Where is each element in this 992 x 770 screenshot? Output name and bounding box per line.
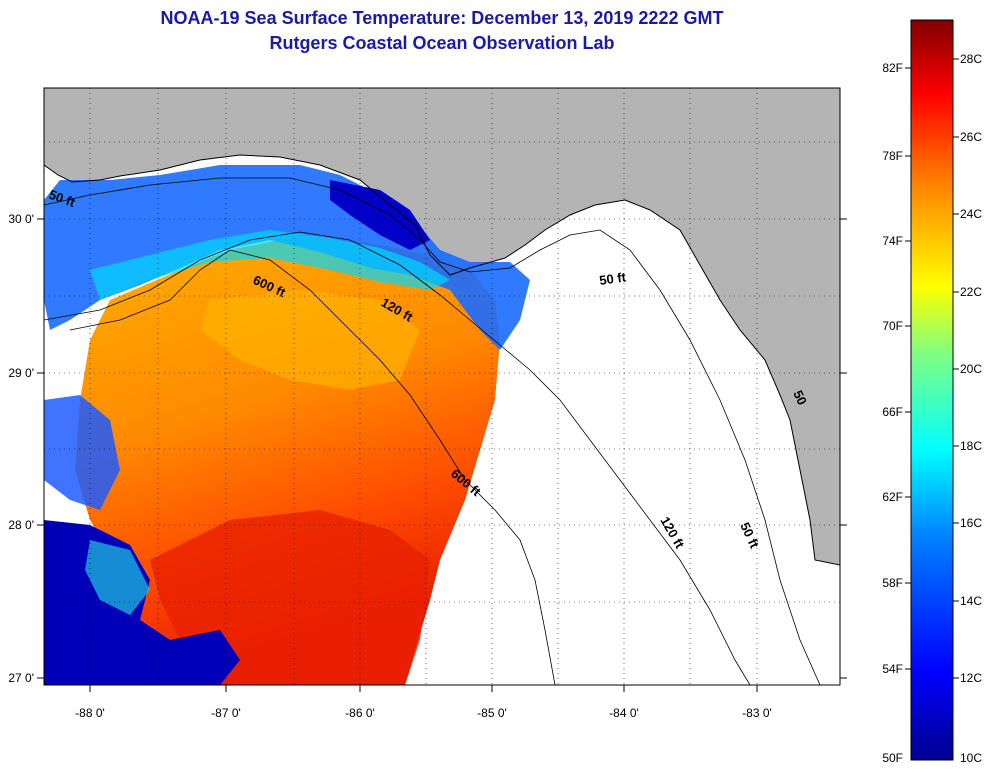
contour-120ft bbox=[44, 231, 751, 685]
colorbar-c-label: 14C bbox=[960, 594, 982, 608]
colorbar-c-label: 26C bbox=[960, 130, 982, 144]
map-border bbox=[43, 87, 841, 686]
sst-teal-patch bbox=[85, 540, 150, 615]
colorbar-f-label: 82F bbox=[882, 61, 903, 75]
sst-mid-region bbox=[200, 290, 420, 390]
coastline bbox=[44, 154, 840, 566]
lon-label: -83 0' bbox=[742, 706, 772, 720]
lon-label: -86 0' bbox=[345, 706, 375, 720]
sst-cold-coastal bbox=[44, 165, 530, 350]
lat-label: 29 0' bbox=[8, 366, 34, 380]
colorbar-c-label: 20C bbox=[960, 362, 982, 376]
colorbar-f-label: 74F bbox=[882, 234, 903, 248]
colorbar-f-label: 62F bbox=[882, 490, 903, 504]
colorbar-f-label: 54F bbox=[882, 662, 903, 676]
contour-label-50-coast: 50 bbox=[790, 388, 810, 407]
colorbar-c-label: 10C bbox=[960, 751, 982, 765]
colorbar-c-label: 12C bbox=[960, 671, 982, 685]
colorbar-c-label: 16C bbox=[960, 516, 982, 530]
lon-label: -88 0' bbox=[75, 706, 105, 720]
colorbar-c-label: 22C bbox=[960, 285, 982, 299]
land-area bbox=[44, 88, 840, 565]
lat-label: 30 0' bbox=[8, 212, 34, 226]
tick-marks bbox=[37, 218, 847, 692]
colorbar-c-label: 28C bbox=[960, 52, 982, 66]
contour-50ft-west bbox=[44, 177, 821, 685]
colorbar-f-label: 66F bbox=[882, 405, 903, 419]
colorbar-c-label: 18C bbox=[960, 439, 982, 453]
sst-cyan-band bbox=[90, 230, 450, 300]
colorbar-f-label: 78F bbox=[882, 149, 903, 163]
lon-label: -85 0' bbox=[477, 706, 507, 720]
map-subtitle: Rutgers Coastal Ocean Observation Lab bbox=[269, 33, 615, 53]
colorbar-c-label: 24C bbox=[960, 207, 982, 221]
contour-600ft bbox=[69, 249, 556, 685]
colorbar-ticks bbox=[905, 58, 959, 679]
colorbar-f-label: 70F bbox=[882, 319, 903, 333]
lat-label: 27 0' bbox=[8, 671, 34, 685]
lon-label: -84 0' bbox=[609, 706, 639, 720]
colorbar-f-label: 58F bbox=[882, 576, 903, 590]
lon-label: -87 0' bbox=[211, 706, 241, 720]
contour-label-50ft-east: 50 ft bbox=[598, 269, 627, 288]
colorbar bbox=[910, 19, 954, 761]
sst-blue-west bbox=[44, 395, 120, 510]
lat-label: 28 0' bbox=[8, 518, 34, 532]
map-title: NOAA-19 Sea Surface Temperature: Decembe… bbox=[160, 8, 724, 28]
colorbar-f-label: 50F bbox=[882, 751, 903, 765]
